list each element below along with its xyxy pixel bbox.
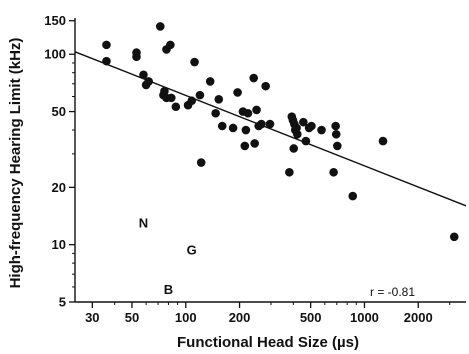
correlation-label: r = -0.81 xyxy=(370,285,415,299)
y-axis-title: High-frequency Hearing Limit (kHz) xyxy=(7,38,24,289)
annotation-label: G xyxy=(187,242,197,257)
x-tick-label: 1000 xyxy=(350,310,379,325)
data-point xyxy=(331,129,341,139)
data-points xyxy=(102,22,459,242)
data-point xyxy=(233,88,242,97)
data-point xyxy=(265,119,275,129)
data-point xyxy=(166,93,176,103)
data-point xyxy=(155,22,165,31)
data-point xyxy=(307,121,316,131)
data-point xyxy=(449,232,459,242)
data-point xyxy=(217,121,227,131)
regression-line xyxy=(74,51,467,207)
data-point xyxy=(195,90,205,100)
data-point xyxy=(257,119,266,129)
data-point xyxy=(317,125,326,135)
data-point xyxy=(378,136,388,146)
y-tick-label: 20 xyxy=(52,180,66,195)
data-point xyxy=(171,102,181,112)
data-point xyxy=(333,141,342,151)
data-point xyxy=(211,108,220,118)
data-point xyxy=(240,141,250,151)
x-tick-label: 200 xyxy=(229,310,251,325)
data-point xyxy=(285,167,294,177)
y-tick-label: 100 xyxy=(44,47,66,62)
species-annotations: N G B xyxy=(139,215,197,297)
y-tick-label: 10 xyxy=(52,237,66,252)
y-axis-ticks: 5 10 20 50 100 150 xyxy=(44,13,75,310)
x-tick-label: 2000 xyxy=(404,310,433,325)
data-point xyxy=(144,77,153,86)
data-point xyxy=(166,40,175,50)
data-point xyxy=(292,123,301,133)
data-point xyxy=(329,167,338,177)
data-point xyxy=(102,56,111,66)
data-point xyxy=(261,81,270,91)
data-point xyxy=(241,125,251,135)
plot-frame xyxy=(74,18,466,303)
data-point xyxy=(249,73,259,83)
data-point xyxy=(132,52,141,62)
data-point xyxy=(205,77,215,86)
data-point xyxy=(293,129,302,139)
annotation-label: N xyxy=(139,215,148,230)
data-point xyxy=(160,86,169,96)
x-tick-label: 30 xyxy=(85,310,99,325)
data-point xyxy=(228,123,238,133)
data-point xyxy=(331,121,340,131)
data-point xyxy=(299,117,308,127)
data-point xyxy=(187,96,197,106)
x-axis-ticks: 30 50 100 200 500 1000 2000 xyxy=(85,302,451,325)
x-axis-title: Functional Head Size (µs) xyxy=(177,334,359,351)
data-point xyxy=(348,191,358,201)
y-tick-label: 5 xyxy=(59,295,66,310)
data-point xyxy=(196,158,206,167)
y-tick-label: 150 xyxy=(44,13,66,28)
data-point xyxy=(250,139,259,148)
data-point xyxy=(139,70,148,80)
data-point xyxy=(243,108,253,118)
data-point xyxy=(214,94,224,104)
x-tick-label: 100 xyxy=(175,310,197,325)
x-tick-label: 50 xyxy=(125,310,139,325)
data-point xyxy=(102,40,111,50)
annotation-label: B xyxy=(164,282,173,297)
data-point xyxy=(190,57,199,67)
data-point xyxy=(289,144,299,153)
data-point xyxy=(301,136,311,146)
data-point xyxy=(252,105,261,115)
y-tick-label: 50 xyxy=(52,104,66,119)
x-tick-label: 500 xyxy=(300,310,322,325)
